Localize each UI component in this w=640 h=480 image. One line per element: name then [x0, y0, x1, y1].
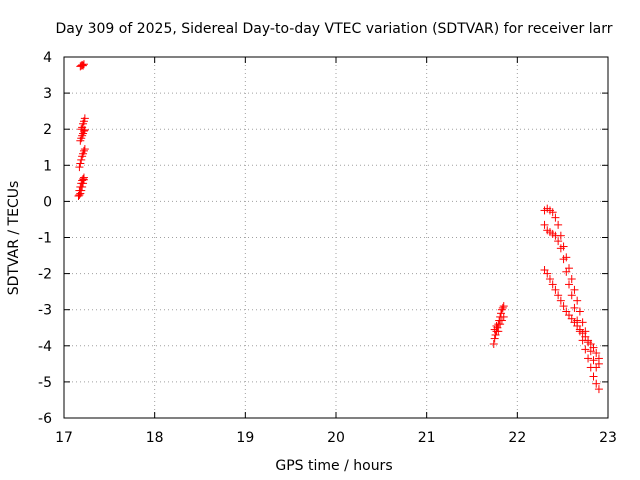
data-point: [499, 302, 508, 311]
data-point: [589, 356, 598, 365]
data-point: [80, 114, 89, 123]
data-point: [594, 385, 603, 394]
data-point: [543, 269, 552, 278]
data-point: [75, 163, 84, 172]
data-point: [554, 220, 563, 229]
y-tick-label: 2: [43, 122, 52, 138]
data-point: [78, 182, 87, 191]
x-ticks: 17 18 19 20 21 22 23: [55, 57, 617, 446]
data-point: [540, 220, 549, 229]
y-tick-label: 0: [43, 194, 52, 210]
data-point: [78, 131, 87, 140]
y-tick-label: -6: [38, 411, 52, 427]
data-point: [490, 334, 499, 343]
y-axis-title: SDTVAR / TECUs: [6, 181, 22, 296]
data-point: [490, 325, 499, 334]
data-point: [499, 312, 508, 321]
data-point: [77, 155, 86, 164]
data-point: [567, 275, 576, 284]
data-point: [78, 60, 87, 69]
x-tick-label: 19: [236, 430, 254, 446]
data-point: [494, 327, 503, 336]
data-point: [497, 316, 506, 325]
data-point: [77, 186, 86, 195]
y-tick-label: -1: [38, 231, 52, 247]
data-point: [548, 280, 557, 289]
data-point: [586, 363, 595, 372]
data-point: [551, 285, 560, 294]
data-point: [581, 345, 590, 354]
data-point: [79, 146, 88, 155]
y-tick-label: 3: [43, 86, 52, 102]
data-point: [551, 213, 560, 222]
data-point: [584, 354, 593, 363]
data-point: [559, 302, 568, 311]
x-tick-label: 21: [418, 430, 436, 446]
data-point: [75, 190, 84, 199]
data-point: [567, 291, 576, 300]
data-point: [79, 127, 88, 136]
x-tick-label: 20: [327, 430, 345, 446]
y-ticks: 4 3 2 1 0 -1 -2 -3 -4 -5 -6: [38, 50, 608, 427]
data-point: [79, 60, 88, 69]
data-point: [589, 372, 598, 381]
x-axis-title: GPS time / hours: [275, 458, 392, 474]
data-point: [570, 303, 579, 312]
y-tick-label: -5: [38, 375, 52, 391]
y-tick-label: -3: [38, 303, 52, 319]
y-tick-label: -2: [38, 267, 52, 283]
data-point: [565, 280, 574, 289]
data-point: [79, 61, 88, 70]
data-point: [79, 175, 88, 184]
data-point: [575, 307, 584, 316]
data-point: [496, 320, 505, 329]
data-point: [545, 275, 554, 284]
data-point: [556, 296, 565, 305]
data-point: [578, 318, 587, 327]
grid-layer: [64, 57, 608, 418]
x-tick-label: 22: [508, 430, 526, 446]
data-point: [80, 125, 89, 134]
data-point: [79, 179, 88, 188]
data-point: [559, 255, 568, 264]
y-tick-label: -4: [38, 339, 52, 355]
data-point: [489, 339, 498, 348]
x-tick-label: 23: [599, 430, 617, 446]
data-point: [492, 321, 501, 330]
data-point: [592, 349, 601, 358]
data-point: [556, 244, 565, 253]
y-tick-label: 1: [43, 158, 52, 174]
data-point: [498, 303, 507, 312]
data-point: [76, 159, 85, 168]
data-point: [551, 231, 560, 240]
data-point: [594, 354, 603, 363]
data-points: [74, 60, 603, 394]
data-point: [554, 291, 563, 300]
data-point: [589, 343, 598, 352]
x-tick-label: 17: [55, 430, 73, 446]
y-tick-label: 4: [43, 50, 52, 66]
data-point: [562, 267, 571, 276]
data-point: [80, 145, 89, 154]
data-point: [592, 379, 601, 388]
chart-title: Day 309 of 2025, Sidereal Day-to-day VTE…: [56, 21, 613, 37]
data-point: [497, 305, 506, 314]
data-point: [573, 296, 582, 305]
data-point: [554, 237, 563, 246]
data-point: [570, 285, 579, 294]
x-tick-label: 18: [146, 430, 164, 446]
data-point: [548, 208, 557, 217]
